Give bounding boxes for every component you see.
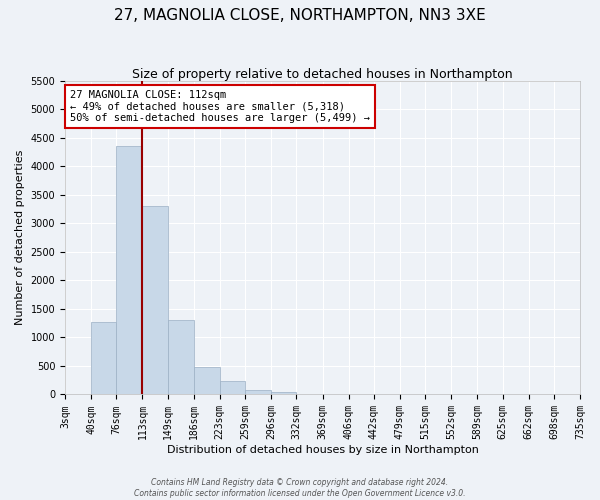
Text: 27, MAGNOLIA CLOSE, NORTHAMPTON, NN3 3XE: 27, MAGNOLIA CLOSE, NORTHAMPTON, NN3 3XE xyxy=(114,8,486,22)
Bar xyxy=(245,390,271,394)
Text: 27 MAGNOLIA CLOSE: 112sqm
← 49% of detached houses are smaller (5,318)
50% of se: 27 MAGNOLIA CLOSE: 112sqm ← 49% of detac… xyxy=(70,90,370,123)
Bar xyxy=(91,322,116,394)
Y-axis label: Number of detached properties: Number of detached properties xyxy=(15,150,25,325)
Bar xyxy=(116,146,142,394)
Text: Contains HM Land Registry data © Crown copyright and database right 2024.
Contai: Contains HM Land Registry data © Crown c… xyxy=(134,478,466,498)
Title: Size of property relative to detached houses in Northampton: Size of property relative to detached ho… xyxy=(132,68,513,80)
Bar xyxy=(194,367,220,394)
X-axis label: Distribution of detached houses by size in Northampton: Distribution of detached houses by size … xyxy=(167,445,478,455)
Bar xyxy=(220,382,245,394)
Bar xyxy=(271,392,296,394)
Bar xyxy=(168,320,194,394)
Bar xyxy=(142,206,168,394)
